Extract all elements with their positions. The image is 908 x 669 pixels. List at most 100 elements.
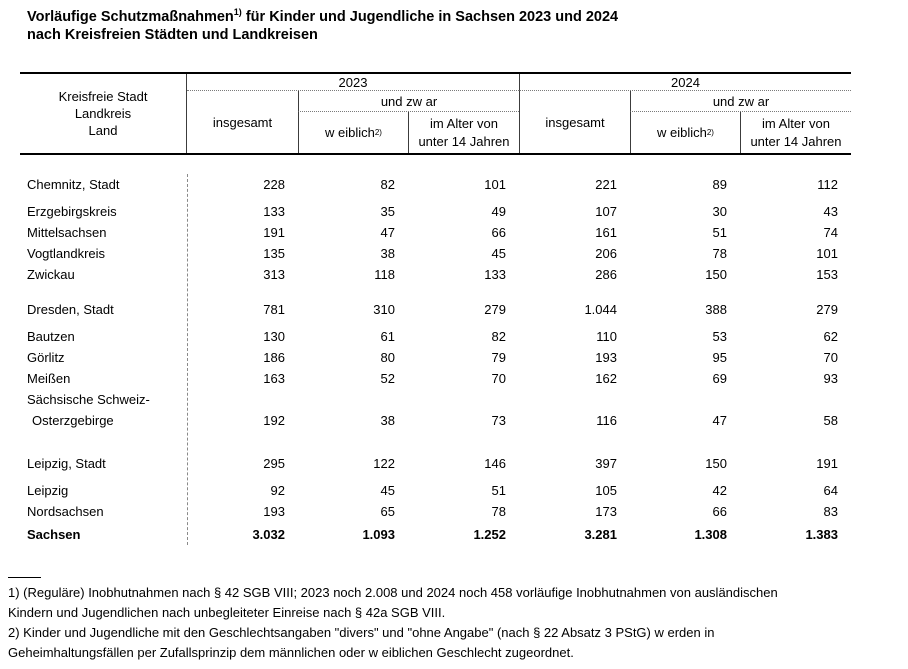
table-row: Sächsische Schweiz- Osterzgebirge 192 38 … (20, 389, 851, 431)
title-footnote-ref-1: 1) (233, 7, 242, 18)
footnotes: 1) (Reguläre) Inobhutnahmen nach § 42 SG… (8, 577, 908, 663)
table-row: Meißen 163 52 70 162 69 93 (20, 368, 851, 389)
year-header-2023: 2023 (187, 74, 519, 91)
value-2023-weiblich: 45 (380, 483, 395, 498)
value-2023-weiblich: 122 (373, 456, 395, 471)
value-2023-unter14: 78 (491, 504, 506, 519)
value-2024-weiblich: 78 (712, 246, 727, 261)
statistics-table: Kreisfreie Stadt Landkreis Land 2023 ins… (20, 72, 851, 545)
value-2024-insgesamt: 397 (595, 456, 617, 471)
value-2023-weiblich: 52 (380, 371, 395, 386)
row-label: Nordsachsen (27, 504, 104, 519)
row-label-line1: Sächsische Schweiz- (27, 392, 150, 407)
col-header-weiblich-2024: w eiblich 2) (630, 112, 740, 153)
value-2023-insgesamt: 133 (263, 204, 285, 219)
value-2024-weiblich: 95 (712, 350, 727, 365)
table-row: Dresden, Stadt 781 310 279 1.044 388 279 (20, 299, 851, 320)
value-2023-weiblich: 80 (380, 350, 395, 365)
value-2024-unter14: 112 (817, 177, 838, 192)
value-2023-insgesamt: 313 (263, 267, 285, 282)
value-2024-insgesamt: 286 (595, 267, 617, 282)
value-2023-weiblich: 38 (380, 246, 395, 261)
value-2024-unter14: 279 (816, 302, 838, 317)
value-2023-insgesamt: 3.032 (252, 527, 285, 542)
age-label-line2-2023: unter 14 Jahren (418, 133, 510, 149)
col-header-age-2024: im Alter von unter 14 Jahren (740, 112, 851, 153)
value-2024-insgesamt: 107 (595, 204, 617, 219)
value-2024-insgesamt: 110 (596, 329, 617, 344)
age-label-line2-2024: unter 14 Jahren (750, 133, 842, 149)
footnote-separator (8, 577, 41, 578)
value-2024-unter14: 101 (816, 246, 838, 261)
table-row: Chemnitz, Stadt 228 82 101 221 89 112 (20, 174, 851, 195)
row-label: Dresden, Stadt (27, 302, 114, 317)
value-2023-unter14: 73 (491, 413, 506, 428)
table-row: Leipzig 92 45 51 105 42 64 (20, 480, 851, 501)
value-2023-weiblich: 310 (373, 302, 395, 317)
col-header-weiblich-2023: w eiblich 2) (298, 112, 408, 153)
value-2023-weiblich: 1.093 (362, 527, 395, 542)
value-2023-insgesamt: 186 (263, 350, 285, 365)
value-2024-insgesamt: 116 (596, 413, 617, 428)
row-label: Vogtlandkreis (27, 246, 106, 261)
row-label: Erzgebirgskreis (27, 204, 117, 219)
row-label: Meißen (27, 371, 71, 386)
value-2023-weiblich: 47 (380, 225, 395, 240)
table-row: Mittelsachsen 191 47 66 161 51 74 (20, 222, 851, 243)
value-2023-insgesamt: 781 (263, 302, 285, 317)
value-2024-weiblich: 51 (712, 225, 727, 240)
value-2024-unter14: 62 (823, 329, 838, 344)
value-2023-unter14: 1.252 (473, 527, 506, 542)
value-2023-insgesamt: 192 (263, 413, 285, 428)
value-2023-weiblich: 61 (380, 329, 395, 344)
value-2023-weiblich: 35 (380, 204, 395, 219)
value-2023-unter14: 79 (491, 350, 506, 365)
value-2023-unter14: 101 (484, 177, 506, 192)
value-2023-unter14: 279 (484, 302, 506, 317)
footnote-1-line2: Kindern und Jugendlichen nach unbegleite… (8, 605, 446, 620)
value-2023-unter14: 133 (484, 267, 506, 282)
year-header-2024: 2024 (519, 74, 851, 91)
stub-header: Kreisfreie Stadt Landkreis Land (20, 74, 187, 153)
value-2024-insgesamt: 3.281 (584, 527, 617, 542)
value-2024-weiblich: 150 (705, 456, 727, 471)
value-2024-unter14: 83 (823, 504, 838, 519)
value-2024-unter14: 191 (816, 456, 838, 471)
row-label-line2: Osterzgebirge (32, 413, 114, 428)
value-2024-insgesamt: 1.044 (584, 302, 617, 317)
value-2023-insgesamt: 228 (263, 177, 285, 192)
value-2023-insgesamt: 92 (270, 483, 285, 498)
table-row: Nordsachsen 193 65 78 173 66 83 (20, 501, 851, 522)
colgroup-header-undzwar-2024: und zw ar (630, 91, 851, 112)
value-2023-weiblich: 65 (380, 504, 395, 519)
value-2024-insgesamt: 193 (595, 350, 617, 365)
value-2024-insgesamt: 161 (595, 225, 617, 240)
row-label: Bautzen (27, 329, 75, 344)
row-label: Mittelsachsen (27, 225, 107, 240)
stub-header-line1: Kreisfreie Stadt (58, 89, 148, 104)
col-header-insgesamt-2023: insgesamt (212, 114, 273, 130)
title-line1-text: Vorläufige Schutzmaßnahmen (27, 9, 234, 25)
stub-header-line3: Land (88, 123, 118, 138)
col-header-insgesamt-2024: insgesamt (519, 91, 630, 153)
value-2023-insgesamt: 130 (263, 329, 285, 344)
row-label: Zwickau (27, 267, 75, 282)
stub-header-line2: Landkreis (74, 106, 132, 121)
row-label: Görlitz (27, 350, 65, 365)
title-line1: Vorläufige Schutzmaßnahmen1) für Kinder … (27, 8, 908, 26)
value-2024-weiblich: 47 (712, 413, 727, 428)
table-header: Kreisfreie Stadt Landkreis Land 2023 ins… (20, 72, 851, 155)
title-line2: nach Kreisfreien Städten und Landkreisen (27, 27, 318, 43)
value-2024-insgesamt: 221 (595, 177, 617, 192)
value-2024-insgesamt: 105 (595, 483, 617, 498)
value-2023-insgesamt: 135 (263, 246, 285, 261)
value-2023-insgesamt: 193 (263, 504, 285, 519)
value-2023-unter14: 51 (491, 483, 506, 498)
value-2024-weiblich: 30 (712, 204, 727, 219)
value-2024-weiblich: 150 (705, 267, 727, 282)
table-row: Bautzen 130 61 82 110 53 62 (20, 326, 851, 347)
table-row: Leipzig, Stadt 295 122 146 397 150 191 (20, 453, 851, 474)
value-2023-unter14: 82 (491, 329, 506, 344)
footnote-2-line1: 2) Kinder und Jugendliche mit den Geschl… (8, 625, 715, 640)
table-row: Sachsen 3.032 1.093 1.252 3.281 1.308 1.… (20, 524, 851, 545)
